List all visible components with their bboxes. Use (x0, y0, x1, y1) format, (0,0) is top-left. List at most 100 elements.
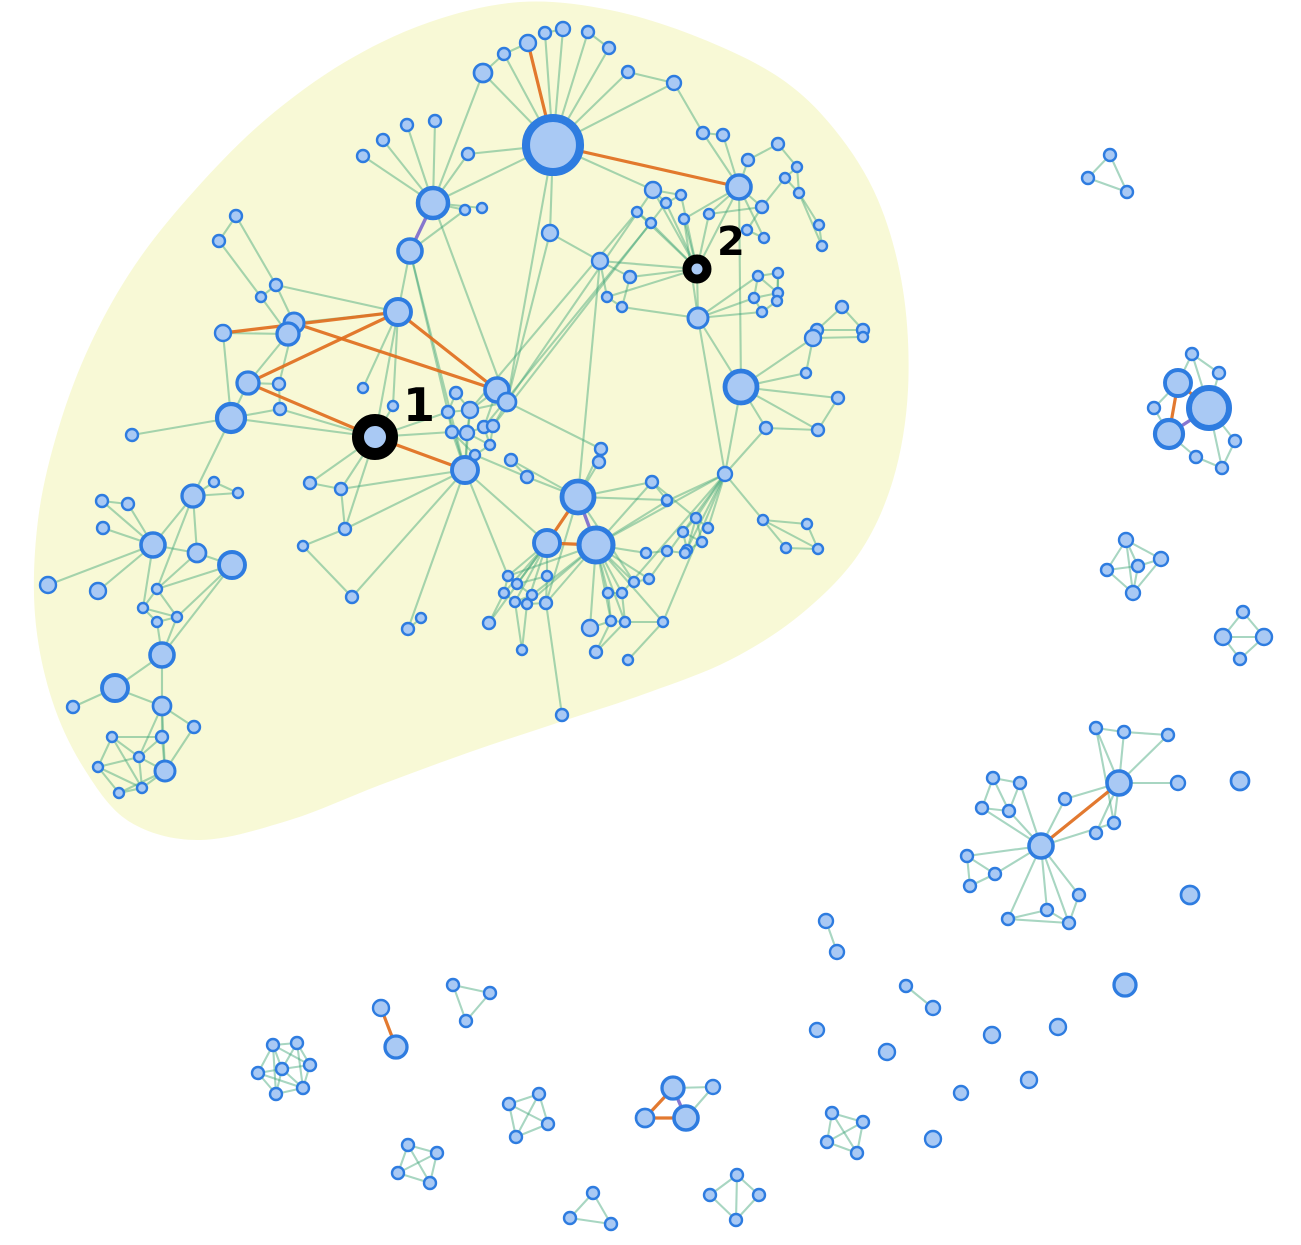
graph-node[interactable] (136, 601, 150, 615)
graph-node[interactable] (877, 1042, 897, 1062)
graph-node[interactable] (660, 493, 674, 507)
graph-node[interactable] (532, 528, 562, 558)
graph-node[interactable] (450, 455, 480, 485)
graph-node[interactable] (644, 216, 658, 230)
graph-node[interactable] (100, 673, 130, 703)
graph-node[interactable] (677, 212, 691, 226)
graph-node[interactable] (415, 185, 451, 221)
graph-node[interactable] (265, 1037, 281, 1053)
graph-node[interactable] (518, 33, 538, 53)
graph-node[interactable] (1116, 724, 1132, 740)
graph-node[interactable] (580, 24, 596, 40)
annotated-graph-node-1[interactable] (352, 414, 398, 460)
graph-node[interactable] (422, 1175, 438, 1191)
graph-node[interactable] (496, 391, 518, 413)
graph-node[interactable] (676, 525, 690, 539)
graph-node[interactable] (591, 454, 607, 470)
graph-node[interactable] (1214, 460, 1230, 476)
graph-node[interactable] (1188, 449, 1204, 465)
graph-node[interactable] (562, 1210, 578, 1226)
graph-node[interactable] (811, 542, 825, 556)
graph-node[interactable] (704, 1078, 722, 1096)
graph-node[interactable] (501, 569, 515, 583)
graph-node[interactable] (987, 866, 1003, 882)
graph-node[interactable] (150, 582, 164, 596)
graph-node[interactable] (271, 376, 287, 392)
graph-node[interactable] (815, 239, 829, 253)
graph-node[interactable] (751, 1187, 767, 1203)
graph-node[interactable] (481, 615, 497, 631)
graph-node[interactable] (1163, 368, 1193, 398)
graph-node[interactable] (644, 474, 660, 490)
graph-node[interactable] (337, 521, 353, 537)
graph-node[interactable] (1184, 346, 1200, 362)
graph-node[interactable] (817, 912, 835, 930)
graph-node[interactable] (660, 1075, 686, 1101)
graph-node[interactable] (139, 531, 167, 559)
graph-node[interactable] (1179, 884, 1201, 906)
graph-node[interactable] (356, 381, 370, 395)
graph-node[interactable] (94, 493, 110, 509)
graph-node[interactable] (982, 1025, 1002, 1045)
graph-node[interactable] (386, 399, 400, 413)
graph-node[interactable] (778, 171, 792, 185)
graph-node[interactable] (849, 1145, 865, 1161)
graph-node[interactable] (554, 707, 570, 723)
graph-node[interactable] (1152, 550, 1170, 568)
graph-node[interactable] (371, 998, 391, 1018)
graph-node[interactable] (537, 25, 553, 41)
graph-node[interactable] (754, 199, 770, 215)
graph-node[interactable] (460, 400, 480, 420)
graph-node[interactable] (959, 848, 975, 864)
graph-node[interactable] (722, 368, 760, 406)
graph-node[interactable] (588, 644, 604, 660)
graph-node[interactable] (585, 1185, 601, 1201)
graph-node[interactable] (295, 1080, 311, 1096)
graph-node[interactable] (757, 231, 771, 245)
graph-node[interactable] (1254, 627, 1274, 647)
graph-node[interactable] (740, 223, 754, 237)
graph-node[interactable] (120, 496, 136, 512)
graph-node[interactable] (554, 20, 572, 38)
graph-node[interactable] (1169, 774, 1187, 792)
graph-node[interactable] (217, 550, 247, 580)
graph-node[interactable] (1146, 400, 1162, 416)
graph-node[interactable] (1117, 531, 1135, 549)
graph-node[interactable] (1027, 832, 1055, 860)
graph-node[interactable] (38, 575, 58, 595)
graph-node[interactable] (519, 469, 535, 485)
graph-node[interactable] (496, 46, 512, 62)
graph-node[interactable] (355, 148, 371, 164)
graph-node[interactable] (154, 729, 170, 745)
graph-node[interactable] (302, 1057, 318, 1073)
graph-node[interactable] (810, 422, 826, 438)
graph-node[interactable] (400, 1137, 416, 1153)
graph-node[interactable] (1001, 803, 1017, 819)
graph-node[interactable] (275, 321, 301, 347)
graph-node[interactable] (580, 618, 600, 638)
graph-node[interactable] (1102, 147, 1118, 163)
graph-node[interactable] (962, 878, 978, 894)
graph-node[interactable] (538, 595, 554, 611)
graph-node[interactable] (214, 401, 248, 435)
graph-node[interactable] (540, 223, 560, 243)
graph-node[interactable] (333, 481, 349, 497)
graph-node[interactable] (1061, 915, 1077, 931)
graph-node[interactable] (771, 266, 785, 280)
graph-node[interactable] (770, 136, 786, 152)
graph-node[interactable] (1071, 887, 1087, 903)
graph-node[interactable] (482, 985, 498, 1001)
graph-node[interactable] (124, 427, 140, 443)
graph-node[interactable] (1186, 385, 1232, 431)
graph-node[interactable] (207, 475, 221, 489)
graph-node[interactable] (1130, 558, 1146, 574)
graph-node[interactable] (695, 125, 711, 141)
graph-node[interactable] (792, 186, 806, 200)
graph-node[interactable] (344, 589, 360, 605)
graph-node[interactable] (289, 1035, 305, 1051)
graph-node[interactable] (520, 597, 534, 611)
graph-node[interactable] (695, 535, 709, 549)
graph-node[interactable] (800, 517, 814, 531)
graph-node[interactable] (834, 299, 850, 315)
graph-node[interactable] (725, 173, 753, 201)
